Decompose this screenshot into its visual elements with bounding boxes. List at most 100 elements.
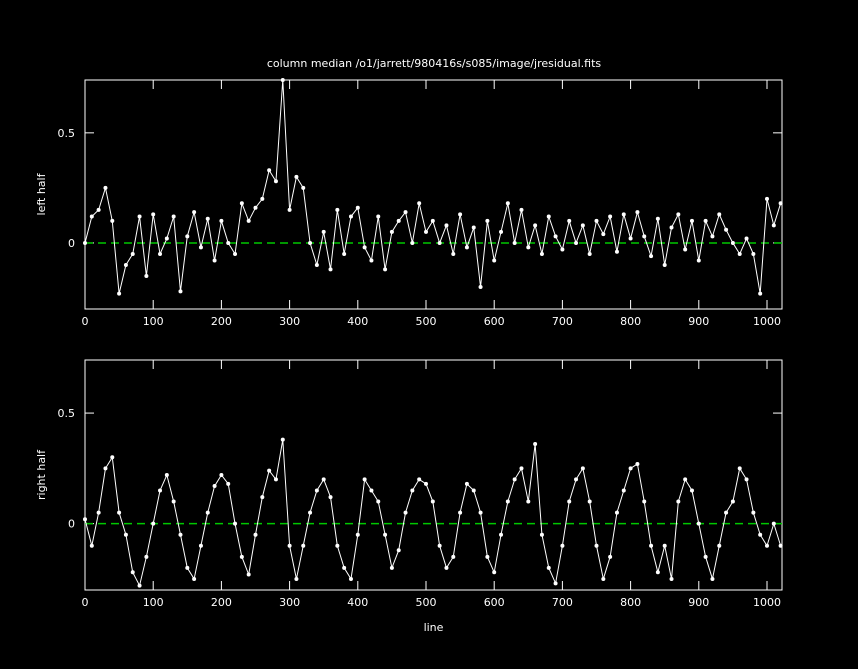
- data-point: [696, 258, 701, 263]
- data-point: [355, 532, 360, 537]
- data-point: [362, 245, 367, 250]
- data-point: [239, 554, 244, 559]
- data-point: [342, 251, 347, 256]
- data-point: [505, 201, 510, 206]
- data-point: [417, 201, 422, 206]
- data-point: [546, 565, 551, 570]
- data-point: [478, 284, 483, 289]
- data-point: [574, 477, 579, 482]
- data-point: [233, 521, 238, 526]
- data-point: [89, 543, 94, 548]
- data-point: [335, 543, 340, 548]
- data-point: [778, 201, 783, 206]
- data-point: [621, 212, 626, 217]
- data-point: [492, 570, 497, 575]
- figure-title: column median /o1/jarrett/980416s/s085/i…: [267, 57, 602, 70]
- data-point: [96, 207, 101, 212]
- data-point: [499, 532, 504, 537]
- data-point: [335, 207, 340, 212]
- data-point: [444, 565, 449, 570]
- data-point: [676, 212, 681, 217]
- data-point: [574, 240, 579, 245]
- y-tick-label: 0.5: [58, 127, 76, 140]
- data-point: [485, 218, 490, 223]
- data-point: [226, 240, 231, 245]
- data-point: [744, 477, 749, 482]
- data-point: [294, 174, 299, 179]
- data-point: [273, 179, 278, 184]
- data-point: [287, 207, 292, 212]
- data-point: [669, 225, 674, 230]
- data-point: [389, 565, 394, 570]
- data-point: [103, 466, 108, 471]
- data-point: [83, 240, 87, 245]
- data-point: [328, 495, 333, 500]
- data-point: [730, 499, 735, 504]
- data-point: [164, 236, 169, 241]
- data-point: [192, 210, 197, 215]
- data-point: [246, 218, 251, 223]
- data-point: [649, 254, 654, 259]
- data-point: [778, 543, 783, 548]
- x-tick-label: 0: [82, 596, 89, 609]
- data-point: [219, 473, 224, 477]
- data-point: [158, 251, 163, 256]
- x-tick-label: 800: [620, 596, 641, 609]
- data-point: [519, 466, 524, 471]
- data-point: [151, 212, 156, 217]
- data-point: [301, 185, 306, 190]
- data-point: [771, 223, 776, 228]
- data-point: [117, 510, 122, 515]
- data-point: [267, 168, 272, 173]
- data-point: [471, 488, 476, 493]
- data-point: [273, 477, 278, 482]
- data-point: [758, 291, 763, 296]
- data-point: [710, 234, 715, 239]
- data-point: [308, 510, 313, 515]
- data-point: [539, 251, 544, 256]
- x-tick-label: 400: [347, 596, 368, 609]
- data-point: [130, 251, 135, 256]
- data-point: [737, 466, 742, 471]
- data-point: [219, 218, 224, 223]
- data-point: [226, 481, 231, 486]
- data-point: [253, 532, 258, 537]
- data-point: [669, 576, 674, 581]
- data-point: [621, 488, 626, 493]
- data-point: [355, 205, 360, 210]
- data-point: [553, 234, 558, 239]
- x-axis-label: line: [424, 621, 444, 634]
- data-point: [505, 499, 510, 504]
- data-point: [198, 543, 203, 548]
- data-point: [512, 477, 517, 482]
- x-tick-label: 900: [688, 315, 709, 328]
- data-point: [649, 543, 654, 548]
- data-point: [83, 517, 87, 522]
- data-point: [389, 229, 394, 234]
- data-point: [567, 499, 572, 504]
- data-point: [89, 214, 94, 219]
- data-point: [546, 214, 551, 219]
- data-point: [403, 510, 408, 515]
- x-tick-label: 100: [143, 315, 164, 328]
- y-tick-label: 0.5: [58, 407, 76, 420]
- data-point: [464, 245, 469, 250]
- data-point: [342, 565, 347, 570]
- data-point: [737, 251, 742, 256]
- data-point: [683, 477, 688, 482]
- data-point: [205, 216, 210, 221]
- data-point: [730, 240, 735, 245]
- plot-frame: [84, 79, 783, 310]
- data-point: [662, 543, 667, 548]
- data-point: [396, 218, 401, 223]
- x-tick-label: 1000: [753, 596, 781, 609]
- data-point: [96, 510, 101, 515]
- data-point: [430, 218, 435, 223]
- data-point: [512, 240, 517, 245]
- data-point: [560, 543, 565, 548]
- data-point: [526, 245, 531, 250]
- x-tick-label: 600: [484, 596, 505, 609]
- data-point: [410, 240, 415, 245]
